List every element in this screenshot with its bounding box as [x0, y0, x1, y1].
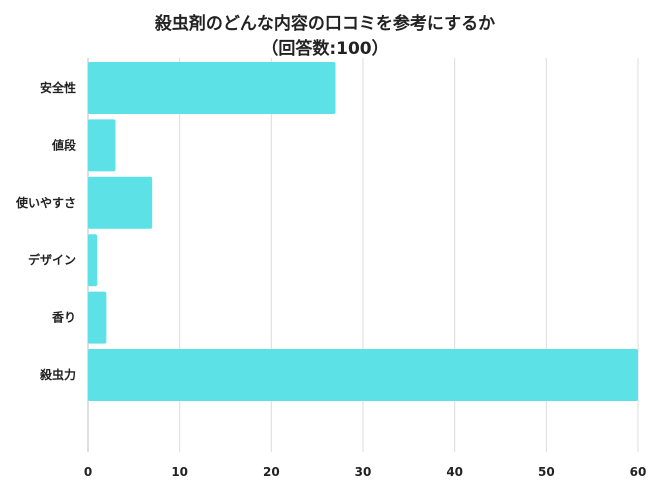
bar-1	[88, 119, 116, 172]
category-label-1: 値段	[51, 137, 77, 152]
chart-subtitle: （回答数:100）	[261, 39, 389, 59]
category-label-2: 使いやすさ	[15, 195, 76, 210]
x-tick-label-6: 60	[630, 465, 647, 479]
x-tick-label-4: 40	[446, 465, 463, 479]
chart-title: 殺虫剤のどんな内容の口コミを参考にするか	[154, 14, 496, 34]
x-tick-label-3: 30	[355, 465, 372, 479]
category-label-3: デザイン	[28, 252, 76, 267]
bar-4	[88, 291, 107, 344]
category-label-0: 安全性	[40, 80, 76, 95]
bar-0	[88, 62, 336, 114]
category-label-4: 香り	[51, 310, 76, 325]
bar-2	[88, 176, 153, 229]
x-tick-label-5: 50	[538, 465, 555, 479]
bar-5	[88, 349, 638, 401]
x-tick-label-0: 0	[84, 465, 92, 479]
bar-3	[88, 234, 98, 287]
x-tick-label-2: 20	[263, 465, 280, 479]
x-tick-label-1: 10	[171, 465, 188, 479]
category-label-5: 殺虫力	[39, 367, 76, 382]
